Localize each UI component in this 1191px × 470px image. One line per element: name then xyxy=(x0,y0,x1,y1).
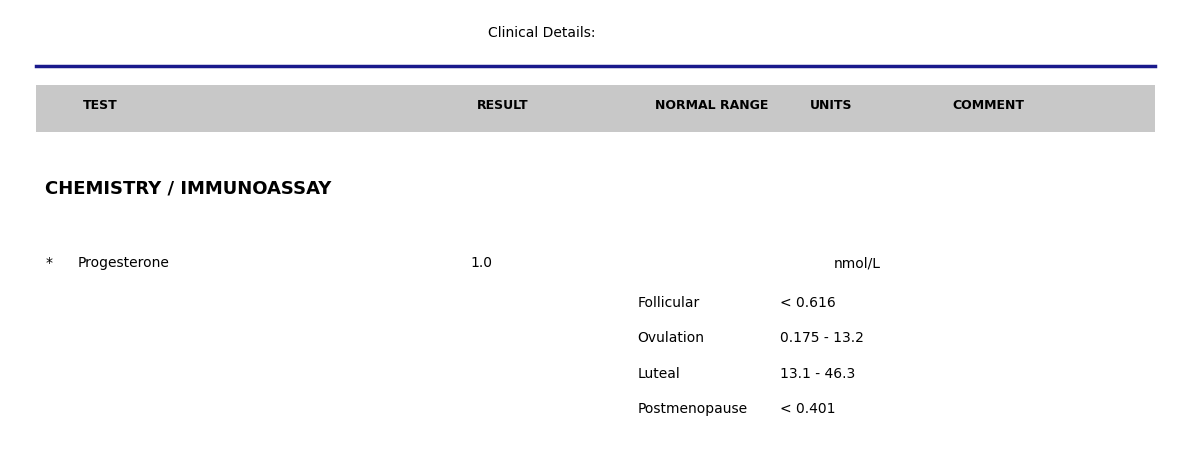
Text: Ovulation: Ovulation xyxy=(637,331,704,345)
Text: Clinical Details:: Clinical Details: xyxy=(488,26,596,40)
Text: < 0.616: < 0.616 xyxy=(780,296,836,310)
Text: Progesterone: Progesterone xyxy=(77,256,169,270)
Text: NORMAL RANGE: NORMAL RANGE xyxy=(655,99,768,112)
FancyBboxPatch shape xyxy=(36,85,1155,132)
Text: < 0.401: < 0.401 xyxy=(780,402,836,416)
Text: CHEMISTRY / IMMUNOASSAY: CHEMISTRY / IMMUNOASSAY xyxy=(45,179,331,197)
Text: 0.175 - 13.2: 0.175 - 13.2 xyxy=(780,331,863,345)
Text: 13.1 - 46.3: 13.1 - 46.3 xyxy=(780,367,855,381)
Text: TEST: TEST xyxy=(83,99,118,112)
Text: RESULT: RESULT xyxy=(476,99,528,112)
Text: Follicular: Follicular xyxy=(637,296,699,310)
Text: *: * xyxy=(45,256,52,270)
Text: UNITS: UNITS xyxy=(810,99,853,112)
Text: nmol/L: nmol/L xyxy=(834,256,880,270)
Text: COMMENT: COMMENT xyxy=(953,99,1024,112)
Text: Postmenopause: Postmenopause xyxy=(637,402,747,416)
Text: Luteal: Luteal xyxy=(637,367,680,381)
Text: 1.0: 1.0 xyxy=(470,256,492,270)
